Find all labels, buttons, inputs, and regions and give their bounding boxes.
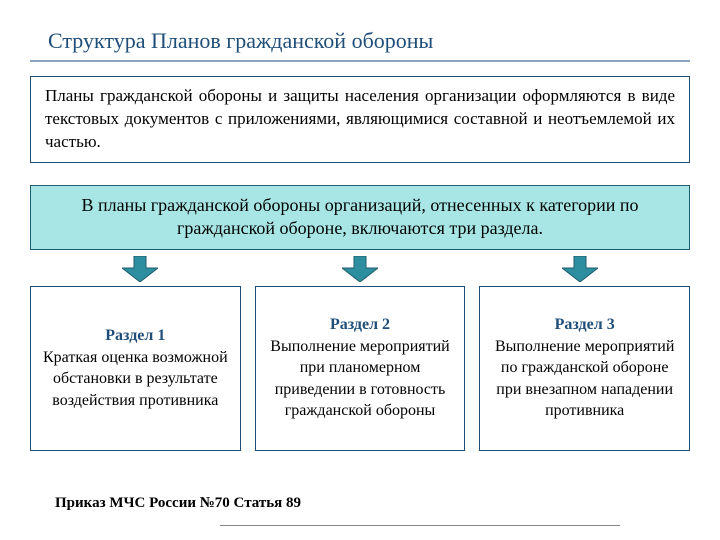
section-box-3: Раздел 3 Выполнение мероприятий по гражд… — [479, 286, 690, 451]
section-body: Выполнение мероприятий по гражданской об… — [488, 336, 681, 422]
down-arrow-icon — [342, 256, 378, 282]
section-title: Раздел 3 — [488, 314, 681, 336]
title-underline — [30, 60, 690, 62]
footer-note: Приказ МЧС России №70 Статья 89 — [55, 495, 301, 512]
section-body: Выполнение мероприятий при планомерном п… — [264, 336, 457, 422]
section-title: Раздел 1 — [39, 325, 232, 347]
section-body: Краткая оценка возможной обстановки в ре… — [39, 347, 232, 412]
intro-box: Планы гражданской обороны и защиты насел… — [30, 76, 690, 163]
footer-line — [220, 525, 620, 526]
arrow-row — [30, 250, 690, 286]
sections-container: Раздел 1 Краткая оценка возможной обстан… — [30, 286, 690, 451]
page-title: Структура Планов гражданской обороны — [48, 28, 690, 54]
down-arrow-icon — [122, 256, 158, 282]
banner-box: В планы гражданской обороны организаций,… — [30, 185, 690, 250]
section-title: Раздел 2 — [264, 314, 457, 336]
section-box-2: Раздел 2 Выполнение мероприятий при план… — [255, 286, 466, 451]
section-box-1: Раздел 1 Краткая оценка возможной обстан… — [30, 286, 241, 451]
down-arrow-icon — [562, 256, 598, 282]
